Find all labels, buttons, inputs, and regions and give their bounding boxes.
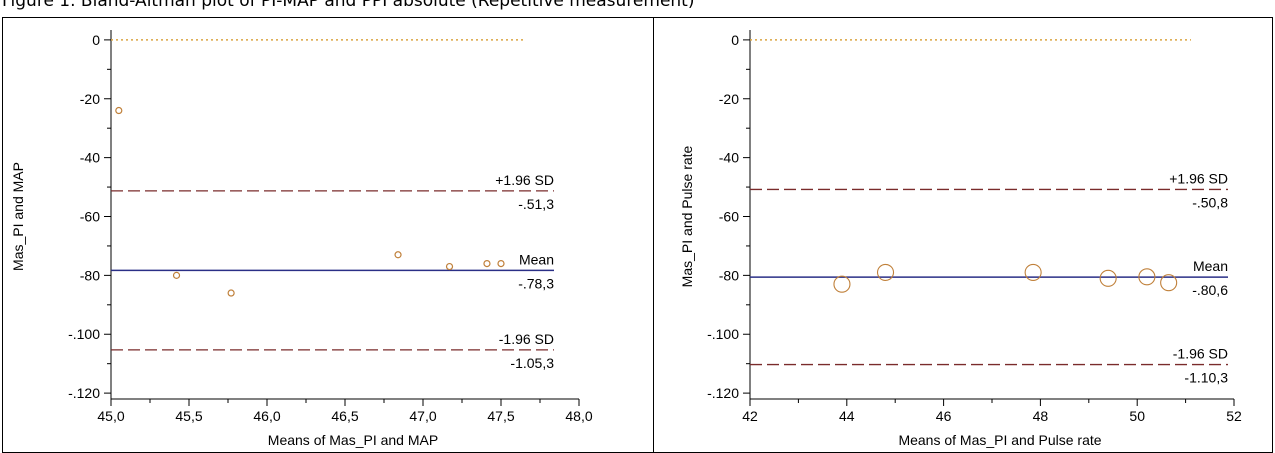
x-tick-label: 45,0 [97,408,124,424]
figure-caption: Figure 1. Bland-Altman plot of PI-MAP an… [2,0,695,11]
data-point [1160,274,1178,292]
data-point [445,262,454,271]
data-point [172,271,181,279]
data-point [833,275,851,293]
x-tick-label: 48 [1033,408,1049,424]
data-point [876,263,895,281]
x-tick-label: 50 [1129,408,1145,424]
data-point [497,259,505,268]
x-axis-title: Means of Mas_PI and MAP [268,432,438,448]
x-tick-label: 46,0 [253,408,280,424]
lower-limit-value-label: -1.10,3 [1184,370,1228,386]
y-tick-label: -40 [719,150,739,166]
bland-altman-panel-map: 0 -20 -40 -60 -80 -.100 -.120 45,0 45,5 46,0 46,5 4… [2,17,654,453]
y-axis-title: Mas_PI and MAP [10,162,26,271]
upper-limit-value-label: -.51,3 [518,196,554,212]
mean-label-top: Mean [1193,258,1228,274]
x-tick-label: 47,5 [487,408,514,424]
data-point [227,289,235,297]
mean-value-label: -.78,3 [518,275,554,291]
data-point [1024,263,1042,281]
y-tick-label: -40 [80,150,100,166]
lower-limit-label-top: -1.96 SD [499,331,554,347]
y-tick-label: 0 [731,32,739,48]
upper-limit-label-top: +1.96 SD [1169,170,1228,186]
x-tick-label: 46 [936,408,952,424]
data-point [394,251,402,259]
y-tick-label: -60 [719,209,739,225]
lower-limit-label-top: -1.96 SD [1173,346,1228,362]
x-tick-label: 52 [1226,408,1242,424]
bland-altman-chart-map: 0 -20 -40 -60 -80 -.100 -.120 45,0 45,5 46,0 46,5 4… [10,30,593,448]
y-axis-title: Mas_PI and Pulse rate [679,145,695,287]
mean-label-top: Mean [519,251,554,267]
y-tick-label: -.120 [68,385,100,401]
upper-limit-value-label: -.50,8 [1192,194,1228,210]
x-axis-title: Means of Mas_PI and Pulse rate [898,432,1101,448]
data-point [115,106,123,115]
mean-value-label: -.80,6 [1192,282,1228,298]
bland-altman-panel-pulse-rate: 0 -20 -40 -60 -80 -.100 -.120 42 44 46 48 50 52 +1.96… [654,17,1273,453]
y-tick-label: -.100 [68,326,100,342]
y-tick-label: -20 [719,91,739,107]
data-point [1138,268,1156,286]
y-tick-label: -80 [80,267,100,283]
data-point [1099,269,1117,287]
x-tick-label: 47,0 [409,408,436,424]
y-tick-label: -80 [719,267,739,283]
data-point [483,259,491,268]
y-tick-label: -.100 [707,326,739,342]
x-tick-label: 45,5 [175,408,202,424]
y-tick-label: -20 [80,91,100,107]
y-tick-label: -60 [80,209,100,225]
lower-limit-value-label: -1.05,3 [510,355,554,371]
x-tick-label: 46,5 [331,408,358,424]
x-tick-label: 48,0 [565,408,592,424]
y-tick-label: -.120 [707,385,739,401]
x-tick-label: 44 [839,408,855,424]
upper-limit-label-top: +1.96 SD [495,172,554,188]
x-tick-label: 42 [742,408,758,424]
y-tick-label: 0 [92,32,100,48]
